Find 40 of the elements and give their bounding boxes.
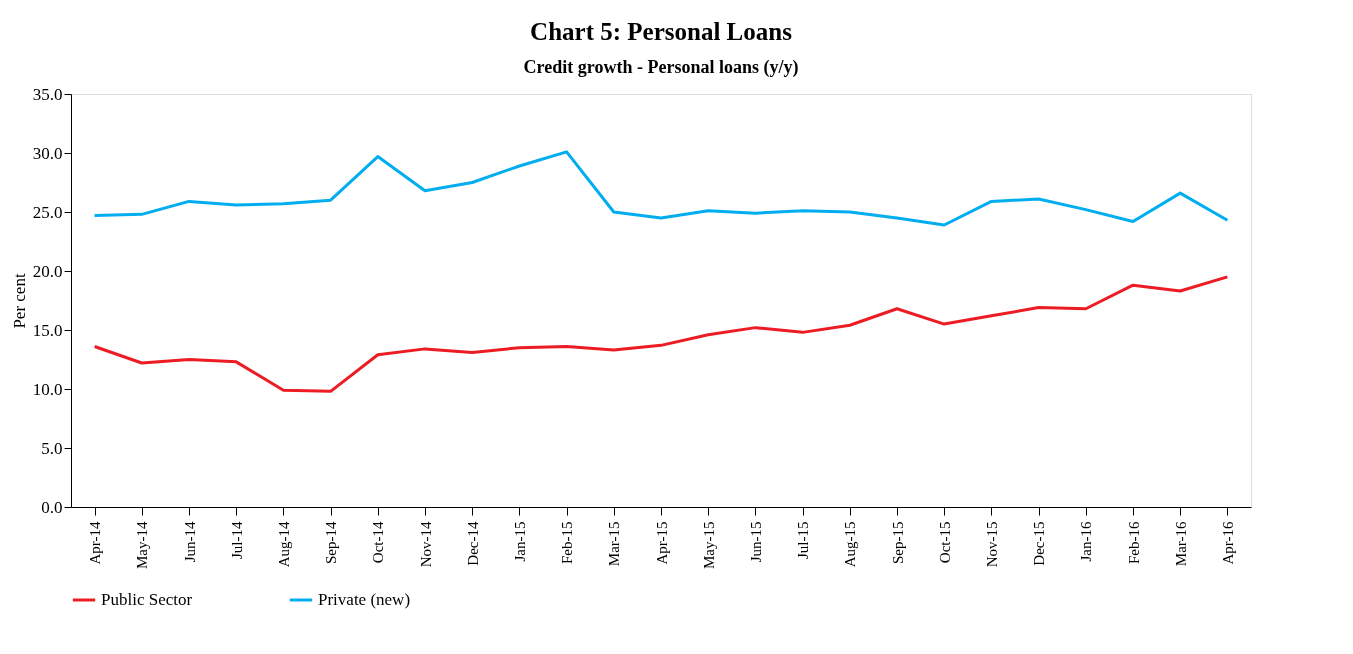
x-tick-label: Aug-14 <box>275 521 292 568</box>
y-tick-label: 0.0 <box>41 497 63 517</box>
x-tick-label: Mar-16 <box>1172 521 1189 567</box>
y-tick-label: 15.0 <box>32 320 63 340</box>
y-axis-title: Per cent <box>9 273 29 329</box>
x-tick-label: Jul-15 <box>795 521 812 559</box>
y-tick-label: 35.0 <box>32 84 63 104</box>
x-tick-label: Oct-14 <box>370 521 387 564</box>
line-series <box>93 150 1229 227</box>
y-tick-label: 30.0 <box>32 143 63 163</box>
x-tick-label: Jun-15 <box>747 521 764 563</box>
x-tick-label: Feb-16 <box>1125 521 1142 564</box>
chart-title: Chart 5: Personal Loans <box>530 18 793 45</box>
x-tick-label: Apr-16 <box>1219 521 1236 565</box>
x-tick-label: Feb-15 <box>559 521 576 564</box>
y-tick-label: 10.0 <box>32 379 63 399</box>
y-tick-label: 25.0 <box>32 202 63 222</box>
x-tick-label: Apr-15 <box>653 521 670 565</box>
x-tick-label: Apr-14 <box>87 521 104 565</box>
x-tick-label: Jan-16 <box>1078 521 1095 562</box>
x-tick-label: Jul-14 <box>228 521 245 559</box>
x-tick-label: Mar-15 <box>606 521 623 567</box>
x-tick-label: Nov-14 <box>417 521 434 568</box>
x-tick-label: Jun-14 <box>181 521 198 563</box>
x-tick-label: Sep-15 <box>889 521 906 564</box>
legend-label: Public Sector <box>101 590 193 609</box>
chart-subtitle: Credit growth - Personal loans (y/y) <box>523 57 799 78</box>
x-tick-label: Dec-14 <box>464 521 481 566</box>
y-tick-label: 5.0 <box>41 438 63 458</box>
x-tick-label: Aug-15 <box>842 521 859 568</box>
x-tick-label: Nov-15 <box>983 521 1000 568</box>
x-tick-label: Jan-15 <box>511 521 528 562</box>
y-tick-label: 20.0 <box>32 261 63 281</box>
x-tick-label: Oct-15 <box>936 521 953 564</box>
legend-label: Private (new) <box>318 590 411 609</box>
x-tick-label: May-15 <box>700 521 717 569</box>
x-tick-label: Sep-14 <box>323 521 340 564</box>
x-tick-label: May-14 <box>134 521 151 569</box>
x-tick-label: Dec-15 <box>1031 521 1048 566</box>
line-series <box>93 275 1229 393</box>
